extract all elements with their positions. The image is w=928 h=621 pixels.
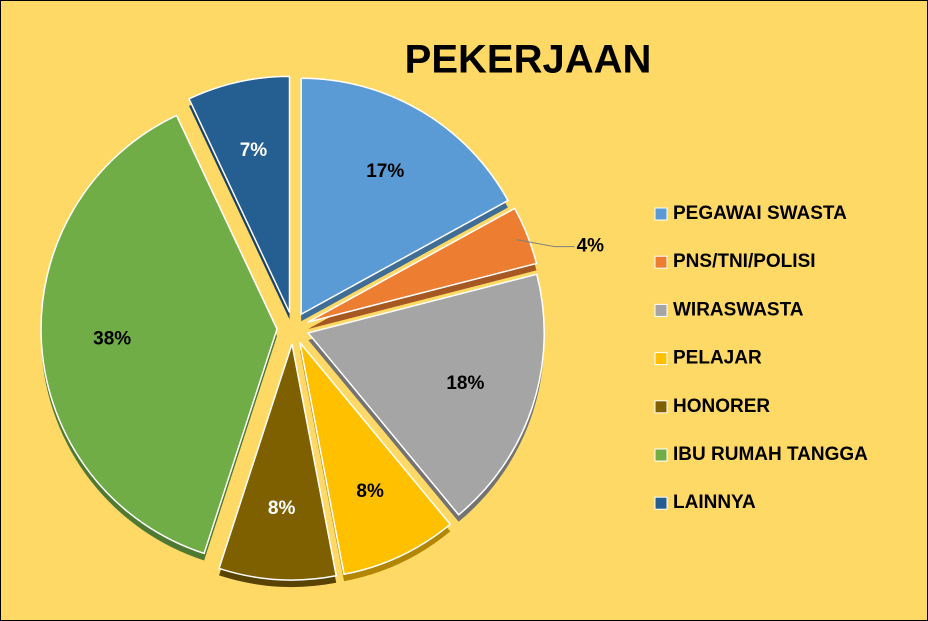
data-label: 38% — [93, 328, 131, 349]
legend-label: LAINNYA — [673, 492, 756, 513]
data-label: 17% — [366, 161, 404, 182]
slice — [299, 341, 452, 576]
legend-label: WIRASWASTA — [673, 299, 804, 320]
data-label: 4% — [577, 236, 605, 257]
legend-label: IBU RUMAH TANGGA — [673, 444, 868, 465]
data-label: 8% — [356, 481, 384, 502]
slice — [188, 75, 291, 313]
legend-swatch — [654, 255, 668, 269]
legend-swatch — [654, 303, 668, 317]
legend-swatch — [654, 352, 668, 366]
slice — [40, 114, 278, 555]
data-label: 7% — [240, 140, 268, 161]
legend-label: PNS/TNI/POLISI — [673, 251, 816, 272]
data-label: 18% — [446, 373, 484, 394]
slice — [300, 77, 509, 316]
legend-label: PEGAWAI SWASTA — [673, 203, 847, 224]
legend-label: HONORER — [673, 396, 770, 417]
data-label: 8% — [268, 498, 296, 519]
legend-swatch — [654, 448, 668, 462]
chart-title: PEKERJAAN — [405, 38, 652, 82]
slice — [218, 343, 338, 581]
legend-swatch — [654, 496, 668, 510]
slice — [307, 207, 538, 323]
legend-swatch — [654, 400, 668, 414]
legend-label: PELAJAR — [673, 348, 762, 369]
slice — [306, 273, 545, 516]
legend-swatch — [654, 207, 668, 221]
leader-line — [516, 239, 575, 248]
